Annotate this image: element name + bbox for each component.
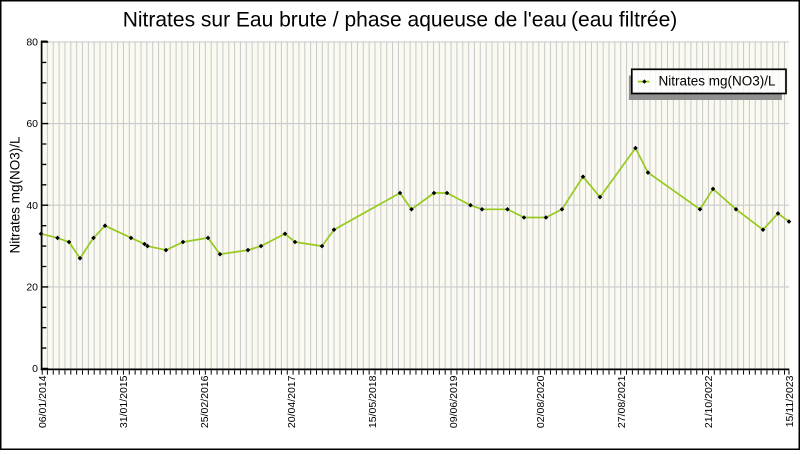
svg-text:06/01/2014: 06/01/2014 [37, 375, 49, 428]
svg-text:31/01/2015: 31/01/2015 [118, 375, 130, 428]
svg-text:21/10/2022: 21/10/2022 [703, 375, 715, 428]
svg-text:15/05/2018: 15/05/2018 [367, 375, 379, 428]
svg-text:15/11/2023: 15/11/2023 [784, 375, 796, 427]
svg-text:80: 80 [26, 37, 38, 49]
svg-text:02/08/2020: 02/08/2020 [535, 375, 547, 428]
svg-text:Nitrates mg(NO3)/L: Nitrates mg(NO3)/L [8, 136, 23, 254]
svg-text:Nitrates mg(NO3)/L: Nitrates mg(NO3)/L [659, 74, 777, 89]
svg-text:0: 0 [32, 363, 38, 375]
svg-text:40: 40 [26, 200, 38, 212]
svg-text:09/06/2019: 09/06/2019 [448, 375, 460, 428]
svg-text:60: 60 [26, 118, 38, 130]
svg-text:27/08/2021: 27/08/2021 [616, 375, 628, 428]
svg-text:Nitrates sur Eau brute / phase: Nitrates sur Eau brute / phase aqueuse d… [123, 9, 678, 32]
svg-text:25/02/2016: 25/02/2016 [199, 375, 211, 428]
svg-text:20/04/2017: 20/04/2017 [286, 375, 298, 428]
svg-text:20: 20 [26, 282, 38, 294]
